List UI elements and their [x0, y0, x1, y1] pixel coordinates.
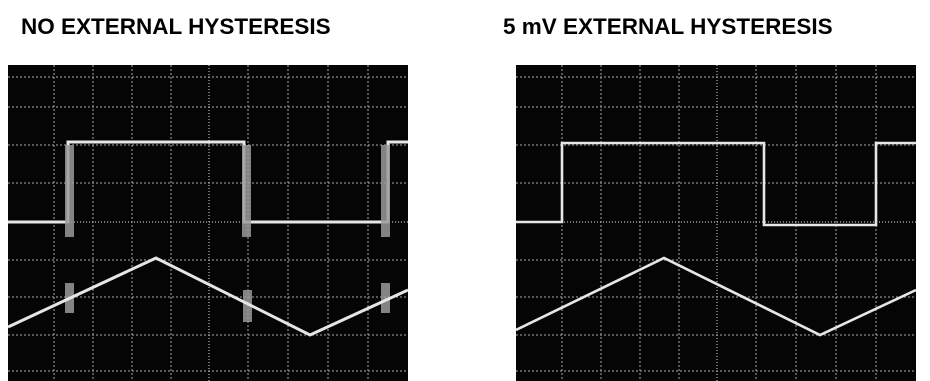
graticule-center-axes [516, 65, 916, 381]
oscilloscope-screen-no-hysteresis [8, 65, 408, 381]
scope-title-5mv-hysteresis: 5 mV EXTERNAL HYSTERESIS [503, 14, 833, 39]
transition-chatter-bursts [65, 145, 390, 322]
output-square-wave-trace [516, 141, 916, 227]
input-triangle-wave-trace [516, 256, 916, 337]
oscilloscope-screen-5mv-hysteresis [516, 65, 916, 381]
input-triangle-wave-trace [8, 256, 408, 337]
graticule [516, 65, 916, 381]
scope-title-no-hysteresis: NO EXTERNAL HYSTERESIS [21, 14, 331, 39]
